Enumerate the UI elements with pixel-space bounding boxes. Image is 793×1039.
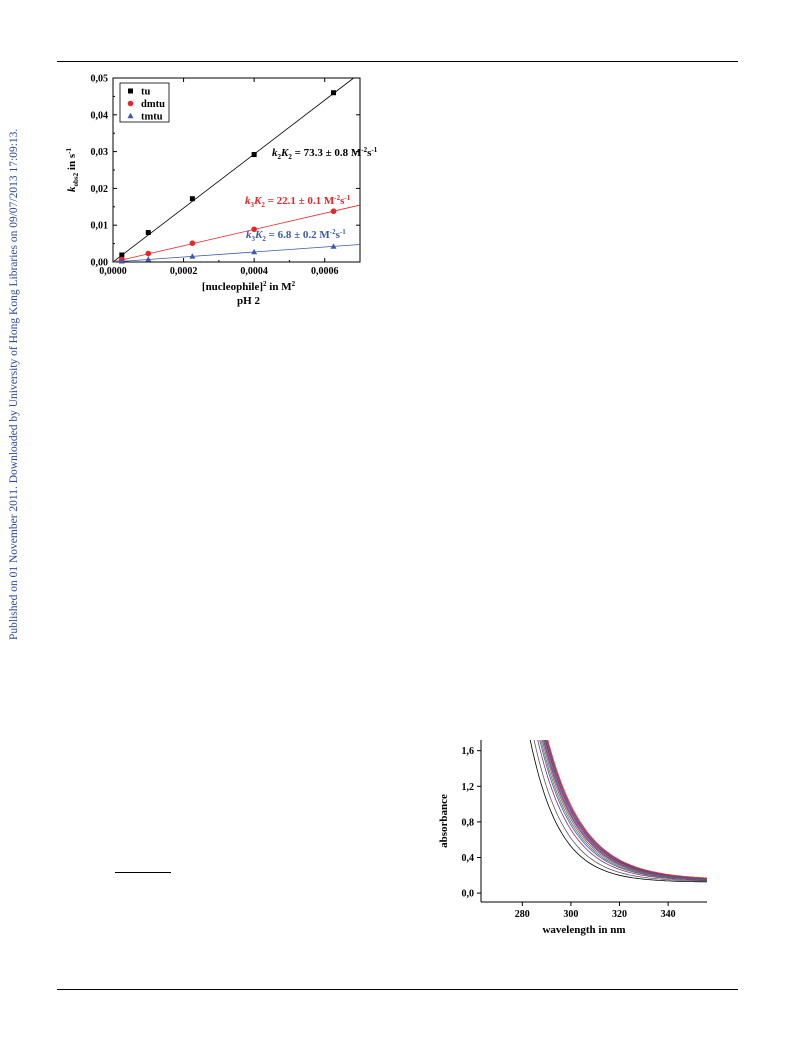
spectrum-curve [544, 740, 707, 879]
data-point-dmtu [330, 208, 337, 215]
y-tick-label: 0,03 [91, 147, 109, 158]
data-point-tu [331, 90, 337, 96]
spectra-x-tick-label: 340 [661, 909, 676, 920]
x-tick-label: 0,0002 [170, 266, 198, 277]
legend-label-tu: tu [141, 87, 150, 98]
spectrum-curve [547, 740, 707, 879]
kinetics-labels: tu k2K2 = 73.3 ± 0.8 M-2s-1 dmtu k3K2 = 22.… [119, 82, 378, 243]
footnote-rule [115, 872, 171, 873]
rate-annotation-dmtu: k3K2 = 22.1 ± 0.1 M-2s-1 [245, 194, 351, 209]
data-point-tmtu [118, 258, 125, 264]
kinetics-points [118, 90, 337, 264]
spectra-y-tick-label: 0,4 [462, 853, 475, 864]
fit-line-tu [112, 77, 354, 263]
y-axis-label: kobs2 in s-1 [65, 148, 80, 192]
spectra-y-tick-label: 1,6 [462, 746, 475, 757]
spectra-y-tick-label: 0,8 [462, 817, 475, 828]
spectra-axes: 0,0 0,4 0,8 1,2 1,6 280 300 320 340 absorbance wav… [438, 740, 707, 936]
spectra-x-axis-label: wavelength in nm [542, 924, 625, 936]
y-tick-label: 0,01 [91, 221, 109, 232]
data-point-tu [145, 230, 151, 236]
x-tick-label: 0,0006 [311, 266, 339, 277]
legend-marker-tmtu [127, 112, 134, 119]
x-tick-label: 0,0004 [240, 266, 268, 277]
spectrum-curve [545, 740, 707, 879]
spectrum-curve [539, 740, 707, 881]
y-tick-label: 0,05 [91, 74, 109, 85]
rate-annotation-tmtu: k3K2 = 6.8 ± 0.2 M-2s-1 [246, 228, 346, 243]
data-point-tmtu [330, 243, 337, 249]
data-point-tu [189, 196, 195, 202]
spectrum-curve [546, 740, 707, 879]
rate-annotation-tu: k2K2 = 73.3 ± 0.8 M-2s-1 [272, 146, 378, 161]
spectrum-curve [529, 740, 707, 883]
data-point-tmtu [145, 256, 152, 262]
spectrum-curve [537, 740, 707, 881]
spectra-curves [529, 740, 707, 883]
spectrum-curve [541, 740, 707, 880]
data-point-dmtu [189, 240, 196, 247]
data-point-tmtu [251, 248, 258, 255]
spectra-y-tick-label: 0,0 [462, 889, 475, 900]
y-tick-label: 0,00 [91, 258, 109, 269]
kinetics-fit-lines [112, 77, 361, 263]
spectrum-curve [533, 740, 707, 882]
fit-line-dmtu [112, 204, 361, 263]
spectra-x-tick-label: 280 [515, 909, 530, 920]
legend-label-tmtu: tmtu [141, 112, 163, 123]
y-tick-label: 0,02 [91, 184, 109, 195]
x-tick-label: 0,0000 [99, 266, 127, 277]
data-point-tu [119, 252, 125, 258]
spectra-x-tick-label: 300 [563, 909, 578, 920]
spectrum-curve [543, 740, 707, 880]
fit-line-tmtu [112, 244, 361, 263]
y-tick-label: 0,04 [91, 110, 109, 121]
kinetics-axes: 0,00 0,01 0,02 0,03 0,04 0,05 0,0000 0,0002 0,00… [65, 74, 361, 307]
spectrum-curve [540, 740, 707, 880]
x-axis-label: [nucleophile]2 in M2 [202, 280, 296, 293]
spectra-y-tick-label: 1,2 [462, 782, 475, 793]
data-point-dmtu [145, 250, 152, 257]
data-point-tu [251, 152, 257, 158]
spectrum-curve [545, 740, 707, 879]
spectrum-curve [542, 740, 707, 880]
legend-label-dmtu: dmtu [141, 99, 165, 110]
chart-caption: pH 2 [237, 295, 260, 307]
legend-marker-tu [128, 88, 133, 94]
legend-marker-dmtu [127, 100, 134, 107]
data-point-tmtu [189, 253, 196, 259]
bottom-rule [57, 989, 738, 990]
top-rule [57, 61, 738, 62]
spectra-x-tick-label: 320 [612, 909, 627, 920]
spectra-y-axis-label: absorbance [438, 794, 450, 848]
data-point-dmtu [251, 226, 257, 233]
